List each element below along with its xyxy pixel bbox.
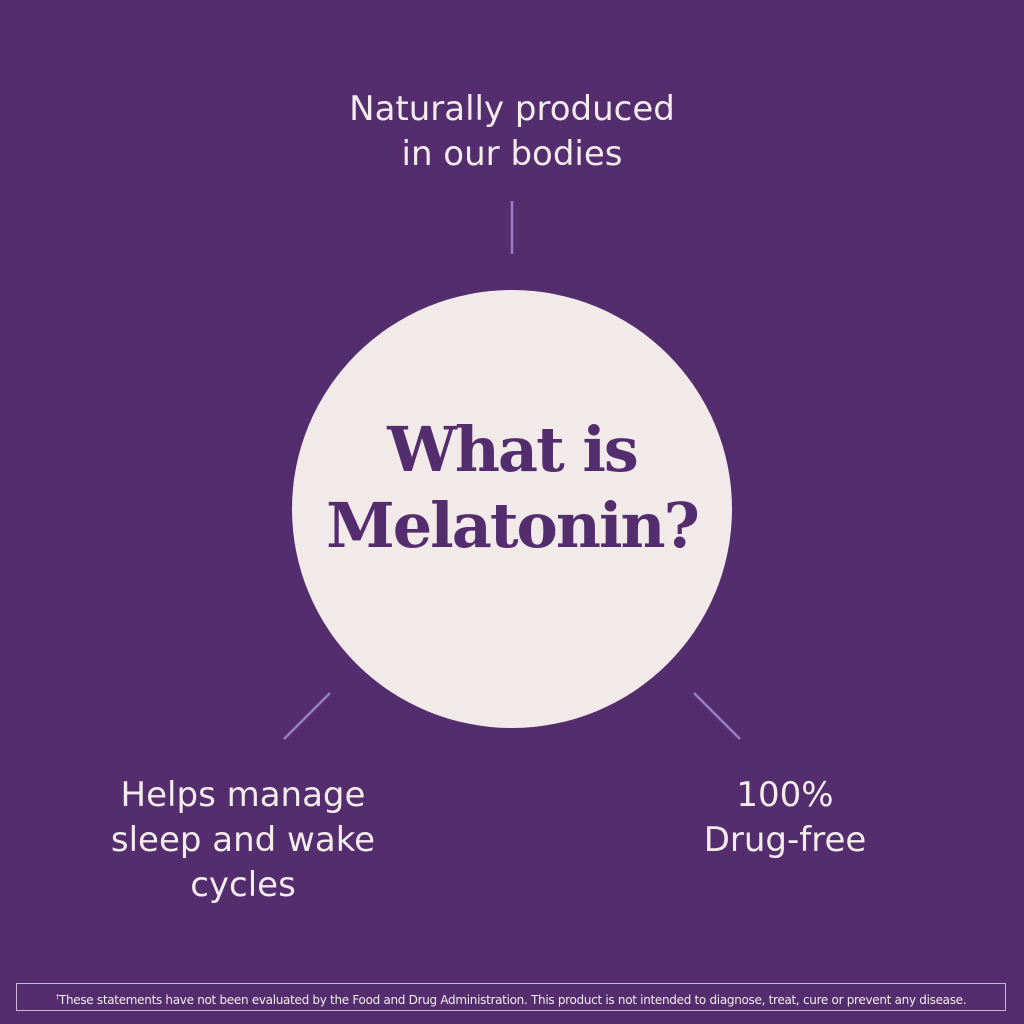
fact-drug-free: 100% Drug-free: [704, 773, 867, 863]
fda-disclaimer: †These statements have not been evaluate…: [16, 983, 1006, 1011]
page-title: What is Melatonin?: [292, 412, 732, 564]
title-line: Melatonin?: [326, 489, 700, 562]
disclaimer-text: These statements have not been evaluated…: [58, 993, 967, 1007]
title-line: What is: [387, 413, 639, 486]
fact-naturally-produced: Naturally produced in our bodies: [349, 87, 675, 177]
fact-line: in our bodies: [401, 134, 623, 174]
connector-right: [693, 692, 741, 740]
fact-line: Drug-free: [703, 820, 867, 860]
fact-line: sleep and wake: [110, 820, 376, 860]
fact-line: 100%: [736, 775, 834, 815]
fact-line: Naturally produced: [349, 89, 675, 129]
fact-sleep-wake: Helps manage sleep and wake cycles: [111, 773, 375, 908]
connector-left: [283, 692, 331, 740]
center-circle: [292, 290, 732, 728]
dagger-marker: †: [55, 993, 60, 1001]
fact-line: Helps manage: [120, 775, 366, 815]
fact-line: cycles: [190, 865, 296, 905]
